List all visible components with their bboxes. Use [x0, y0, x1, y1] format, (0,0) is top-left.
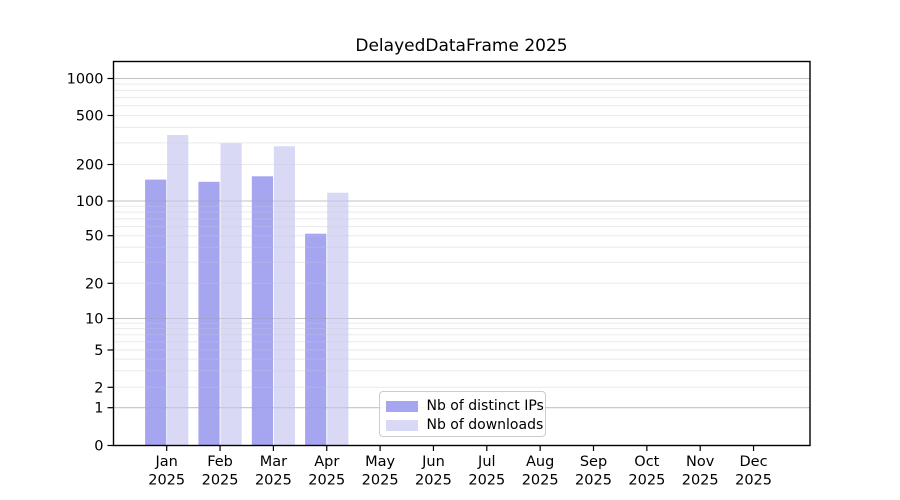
y-tick-label: 50: [85, 229, 103, 245]
x-tick-label-month: Jun: [421, 454, 445, 470]
x-tick-label-year: 2025: [575, 473, 612, 489]
x-tick-label-month: May: [365, 454, 395, 470]
y-tick-label: 1: [94, 401, 103, 417]
x-tick-label-year: 2025: [522, 473, 559, 489]
legend-swatch-downloads: [385, 419, 418, 431]
y-tick-label: 1000: [67, 72, 104, 88]
bar-downloads-feb: [220, 143, 242, 446]
x-tick-label-month: Oct: [634, 454, 659, 470]
bar-distinct-ips-feb: [198, 181, 220, 446]
x-tick-label-month: Feb: [207, 454, 233, 470]
x-tick-label-month: Mar: [260, 454, 287, 470]
x-tick-label-month: Apr: [314, 454, 339, 470]
y-tick-label: 10: [85, 312, 103, 328]
x-tick-label-year: 2025: [308, 473, 345, 489]
x-axis: Jan 2025 Feb 2025 Mar 2025 Apr 2025 May 2025 Jun 20…: [148, 445, 772, 489]
x-tick-label-year: 2025: [628, 473, 665, 489]
legend: Nb of distinct IPs Nb of downloads: [378, 390, 546, 437]
legend-item-downloads: Nb of downloads: [385, 416, 545, 435]
y-tick-label: 100: [76, 194, 104, 210]
x-tick-label-month: Jul: [477, 454, 496, 470]
gridline-overlay: [145, 142, 349, 409]
plot-border: [112, 60, 811, 447]
bar-downloads-apr: [327, 192, 349, 446]
legend-label-distinct-ips: Nb of distinct IPs: [426, 397, 544, 414]
y-tick-label: 0: [94, 439, 103, 455]
legend-swatch-distinct-ips: [385, 400, 418, 412]
x-tick-label-month: Aug: [526, 454, 554, 470]
bar-downloads-jan: [167, 135, 189, 446]
y-tick-label: 2: [94, 380, 103, 396]
x-tick-label-year: 2025: [202, 473, 239, 489]
x-tick-label-month: Nov: [686, 454, 715, 470]
bar-series: [145, 135, 349, 446]
bar-distinct-ips-jan: [145, 179, 167, 446]
x-tick-label-year: 2025: [362, 473, 399, 489]
x-tick-label-month: Jan: [155, 454, 178, 470]
x-tick-label-year: 2025: [148, 473, 185, 489]
x-tick-label-month: Sep: [580, 454, 607, 470]
legend-label-downloads: Nb of downloads: [426, 416, 544, 433]
bar-distinct-ips-apr: [305, 233, 327, 446]
y-tick-label: 200: [76, 158, 104, 174]
y-axis: 0 1 2 5 10 20 50 100 200 500 1000: [67, 72, 114, 455]
chart-title: DelayedDataFrame 2025: [355, 36, 568, 56]
bar-distinct-ips-mar: [251, 176, 273, 446]
x-tick-label-month: Dec: [740, 454, 768, 470]
legend-item-distinct-ips: Nb of distinct IPs: [385, 397, 545, 416]
bar-downloads-mar: [273, 146, 295, 446]
x-tick-label-year: 2025: [255, 473, 292, 489]
x-tick-label-year: 2025: [415, 473, 452, 489]
x-tick-label-year: 2025: [682, 473, 719, 489]
y-tick-label: 20: [85, 276, 103, 292]
y-tick-label: 5: [94, 343, 103, 359]
x-tick-label-year: 2025: [735, 473, 772, 489]
x-tick-label-year: 2025: [468, 473, 505, 489]
y-tick-label: 500: [76, 109, 104, 125]
